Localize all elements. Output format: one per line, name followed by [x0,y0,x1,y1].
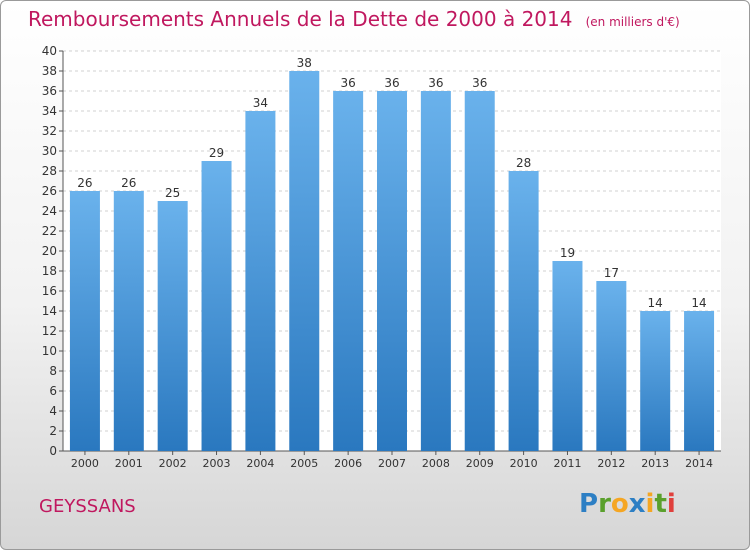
y-tick-label: 24 [42,204,57,218]
y-tick-label: 34 [42,104,57,118]
bar-value-label: 17 [604,266,619,280]
x-tick-label: 2004 [246,457,274,470]
y-tick-label: 40 [42,44,57,58]
bar-2005 [289,71,320,451]
bar-value-label: 19 [560,246,575,260]
y-tick-label: 6 [49,384,57,398]
y-tick-label: 0 [49,444,57,458]
x-tick-label: 2000 [71,457,99,470]
y-tick-label: 20 [42,244,57,258]
bar-value-label: 29 [209,146,224,160]
x-tick-label: 2002 [159,457,187,470]
bar-value-label: 36 [340,76,355,90]
bar-value-label: 14 [691,296,706,310]
bar-2007 [377,91,407,451]
y-tick-label: 2 [49,424,57,438]
x-tick-label: 2012 [597,457,625,470]
bar-2000 [69,191,100,451]
x-tick-label: 2010 [510,457,538,470]
x-tick-label: 2006 [334,457,362,470]
x-tick-label: 2011 [553,457,581,470]
x-tick-label: 2003 [203,457,231,470]
y-tick-label: 38 [42,64,57,78]
y-tick-label: 30 [42,144,57,158]
bar-value-label: 36 [472,76,487,90]
place-name: GEYSSANS [39,496,136,517]
y-tick-label: 8 [49,364,57,378]
bar-value-label: 28 [516,156,531,170]
y-tick-label: 32 [42,124,57,138]
x-tick-label: 2008 [422,457,450,470]
chart-title: Remboursements Annuels de la Dette de 20… [28,7,573,31]
y-tick-label: 26 [42,184,57,198]
x-tick-label: 2014 [685,457,713,470]
bar-value-label: 25 [165,186,180,200]
bar-2004 [245,111,276,451]
x-tick-label: 2013 [641,457,669,470]
chart-title-row: Remboursements Annuels de la Dette de 20… [28,7,680,31]
bar-2006 [333,91,364,451]
bar-value-label: 26 [77,176,92,190]
bar-2003 [201,161,232,451]
x-tick-label: 2005 [290,457,318,470]
bar-2002 [157,201,188,451]
x-tick-label: 2001 [115,457,143,470]
x-tick-label: 2007 [378,457,406,470]
bar-2008 [420,91,451,451]
bar-value-label: 14 [648,296,663,310]
y-tick-label: 28 [42,164,57,178]
y-tick-label: 12 [42,324,57,338]
bar-2012 [596,281,627,451]
y-tick-label: 36 [42,84,57,98]
bar-2013 [640,311,671,451]
bar-value-label: 34 [253,96,268,110]
bar-value-label: 36 [384,76,399,90]
x-tick-label: 2009 [466,457,494,470]
chart-unit-label: (en milliers d'€) [585,15,680,29]
bar-value-label: 26 [121,176,136,190]
bar-2014 [684,311,715,451]
y-tick-label: 4 [49,404,57,418]
bar-2011 [552,261,583,451]
bar-2009 [464,91,495,451]
y-tick-label: 10 [42,344,57,358]
bar-value-label: 38 [297,56,312,70]
bar-value-label: 36 [428,76,443,90]
proxiti-logo: Proxiti [579,489,676,519]
y-tick-label: 14 [42,304,57,318]
bar-2010 [508,171,539,451]
y-tick-label: 18 [42,264,57,278]
bar-2001 [113,191,144,451]
y-tick-label: 16 [42,284,57,298]
y-tick-label: 22 [42,224,57,238]
